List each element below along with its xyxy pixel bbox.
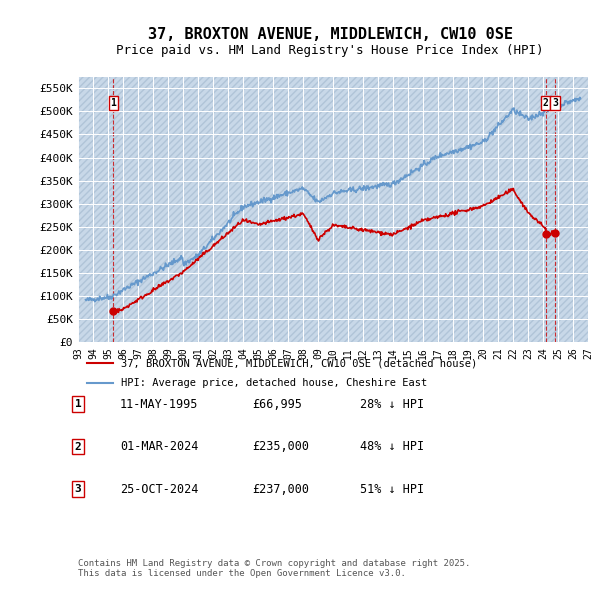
Text: 28% ↓ HPI: 28% ↓ HPI [360, 398, 424, 411]
Text: £66,995: £66,995 [252, 398, 302, 411]
Text: Contains HM Land Registry data © Crown copyright and database right 2025.
This d: Contains HM Land Registry data © Crown c… [78, 559, 470, 578]
Text: 1: 1 [74, 399, 82, 409]
Text: 1: 1 [110, 99, 116, 108]
Text: Price paid vs. HM Land Registry's House Price Index (HPI): Price paid vs. HM Land Registry's House … [116, 44, 544, 57]
Text: 37, BROXTON AVENUE, MIDDLEWICH, CW10 0SE: 37, BROXTON AVENUE, MIDDLEWICH, CW10 0SE [148, 27, 512, 41]
Text: 01-MAR-2024: 01-MAR-2024 [120, 440, 199, 453]
Text: 25-OCT-2024: 25-OCT-2024 [120, 483, 199, 496]
Text: 3: 3 [74, 484, 82, 494]
Text: £237,000: £237,000 [252, 483, 309, 496]
Text: 51% ↓ HPI: 51% ↓ HPI [360, 483, 424, 496]
Text: 3: 3 [553, 99, 558, 108]
Text: £235,000: £235,000 [252, 440, 309, 453]
Text: 2: 2 [74, 442, 82, 451]
Text: 11-MAY-1995: 11-MAY-1995 [120, 398, 199, 411]
Text: 48% ↓ HPI: 48% ↓ HPI [360, 440, 424, 453]
Text: 2: 2 [542, 99, 548, 108]
Text: HPI: Average price, detached house, Cheshire East: HPI: Average price, detached house, Ches… [121, 378, 427, 388]
Text: 37, BROXTON AVENUE, MIDDLEWICH, CW10 0SE (detached house): 37, BROXTON AVENUE, MIDDLEWICH, CW10 0SE… [121, 359, 478, 368]
